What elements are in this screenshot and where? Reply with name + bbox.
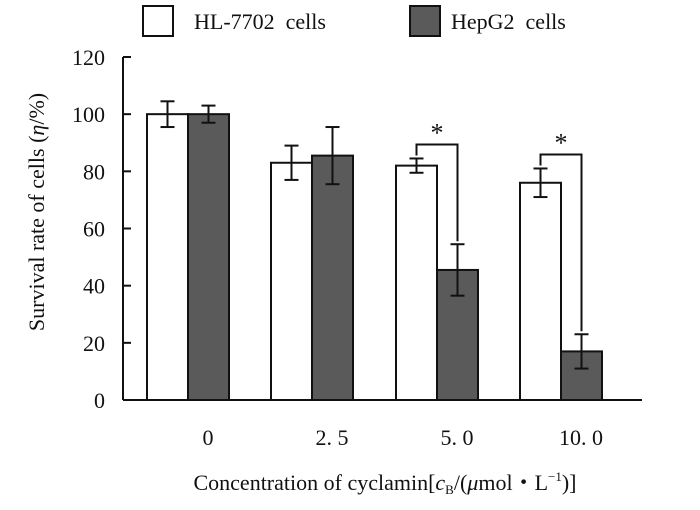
y-tick-label: 20	[83, 331, 105, 356]
bar-hepg2-0	[187, 113, 230, 402]
y-axis-title: Survival rate of cells (η/%)	[24, 93, 49, 331]
significance-bracket	[539, 153, 583, 332]
legend: HL-7702 cells HepG2 cells	[142, 5, 566, 37]
y-tick-label: 100	[72, 102, 105, 127]
x-tick-label: 0	[203, 425, 214, 450]
x-tick-labels: 0 2. 5 5. 0 10. 0	[203, 425, 604, 450]
y-tick-label: 80	[83, 159, 105, 184]
significance-star: *	[431, 118, 444, 147]
y-tick-label: 0	[94, 388, 105, 413]
bar-hl7702-0	[146, 113, 189, 402]
y-tick-label: 60	[83, 217, 105, 242]
bar-hl7702-2.5	[270, 161, 313, 401]
y-tick-label: 40	[83, 274, 105, 299]
significance-brackets: * *	[415, 118, 583, 332]
x-axis-title: Concentration of cyclamin[cB/(μmol・L−1)]	[193, 469, 576, 497]
legend-swatch-hl7702	[142, 5, 174, 37]
x-tick-label: 2. 5	[316, 425, 349, 450]
x-tick-label: 10. 0	[559, 425, 603, 450]
significance-bracket	[415, 143, 459, 242]
legend-label-hl7702: HL-7702 cells	[194, 9, 326, 34]
bar-hepg2-2.5	[311, 154, 354, 401]
legend-label-hepg2: HepG2 cells	[451, 9, 566, 34]
legend-swatch-hepg2	[409, 5, 441, 37]
y-ticks: 0 20 40 60 80 100 120	[72, 45, 131, 413]
bars	[146, 100, 603, 402]
bar-hl7702-10.0	[519, 181, 562, 401]
y-tick-label: 120	[72, 45, 105, 70]
bar-hl7702-5.0	[395, 164, 438, 401]
x-tick-label: 5. 0	[441, 425, 474, 450]
significance-star: *	[555, 128, 568, 157]
